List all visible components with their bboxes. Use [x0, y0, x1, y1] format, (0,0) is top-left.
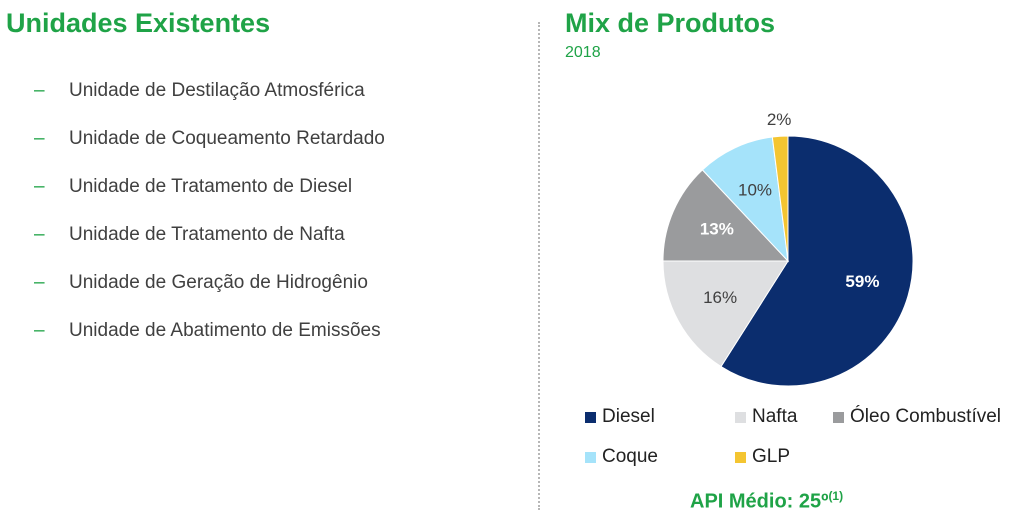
product-mix-title: Mix de Produtos: [565, 8, 776, 38]
pie-label-coque: 10%: [738, 180, 772, 199]
list-item: – Unidade de Coqueamento Retardado: [34, 115, 385, 163]
pie-slice-nafta: [662, 260, 789, 368]
unit-label: Unidade de Abatimento de Emissões: [69, 320, 381, 341]
pie-slice-coque: [701, 136, 789, 263]
dash-bullet-icon: –: [34, 176, 45, 197]
legend-swatch-glp: [735, 451, 746, 463]
year-subtitle: 2018: [565, 44, 601, 61]
dash-bullet-icon: –: [34, 272, 45, 293]
list-item: – Unidade de Tratamento de Nafta: [34, 211, 385, 259]
unit-label: Unidade de Tratamento de Nafta: [69, 224, 345, 245]
legend-swatch-coque: [585, 451, 596, 463]
pie-chart: 59% 16% 13% 10% 2%: [662, 110, 914, 387]
pie-label-oleo: 13%: [700, 220, 734, 239]
legend-item-diesel: Diesel: [585, 406, 655, 428]
legend-swatch-oleo: [833, 411, 844, 423]
legend-item-glp: GLP: [735, 446, 790, 468]
list-item: – Unidade de Abatimento de Emissões: [34, 307, 385, 355]
legend-swatch-diesel: [585, 411, 596, 423]
pie-slice-glp: [771, 135, 789, 262]
dash-bullet-icon: –: [34, 80, 45, 101]
dash-bullet-icon: –: [34, 224, 45, 245]
dash-bullet-icon: –: [34, 128, 45, 149]
pie-label-diesel: 59%: [845, 272, 879, 291]
dotted-divider: [538, 22, 540, 510]
legend-item-nafta: Nafta: [735, 406, 797, 428]
list-item: – Unidade de Destilação Atmosférica: [34, 67, 385, 115]
legend-label: Diesel: [602, 406, 655, 427]
legend-label: Óleo Combustível: [850, 406, 1002, 427]
pie-slice-diesel: [720, 135, 914, 387]
api-footnote: (1): [828, 489, 844, 503]
list-item: – Unidade de Tratamento de Diesel: [34, 163, 385, 211]
units-title: Unidades Existentes: [6, 8, 271, 38]
legend-label: GLP: [752, 446, 791, 467]
unit-label: Unidade de Destilação Atmosférica: [69, 80, 365, 101]
pie-label-glp: 2%: [767, 110, 792, 129]
legend-item-oleo: Óleo Combustível: [833, 406, 1001, 428]
legend-item-coque: Coque: [585, 446, 658, 468]
unit-label: Unidade de Geração de Hidrogênio: [69, 272, 368, 293]
unit-list: – Unidade de Destilação Atmosférica – Unid…: [34, 67, 385, 355]
dash-bullet-icon: –: [34, 320, 45, 341]
legend-label: Coque: [602, 446, 658, 467]
legend-swatch-nafta: [735, 411, 746, 423]
api-average-note: API Médio: 25º(1): [690, 489, 843, 514]
unit-label: Unidade de Tratamento de Diesel: [69, 176, 353, 197]
pie-label-nafta: 16%: [703, 288, 737, 307]
api-label: API Médio: 25º: [690, 490, 829, 513]
list-item: – Unidade de Geração de Hidrogênio: [34, 259, 385, 307]
unit-label: Unidade de Coqueamento Retardado: [69, 128, 385, 149]
legend-label: Nafta: [752, 406, 798, 427]
left-panel: Unidades Existentes – Unidade de Destilaç…: [6, 8, 385, 355]
pie-slice-oleo: [662, 169, 790, 262]
